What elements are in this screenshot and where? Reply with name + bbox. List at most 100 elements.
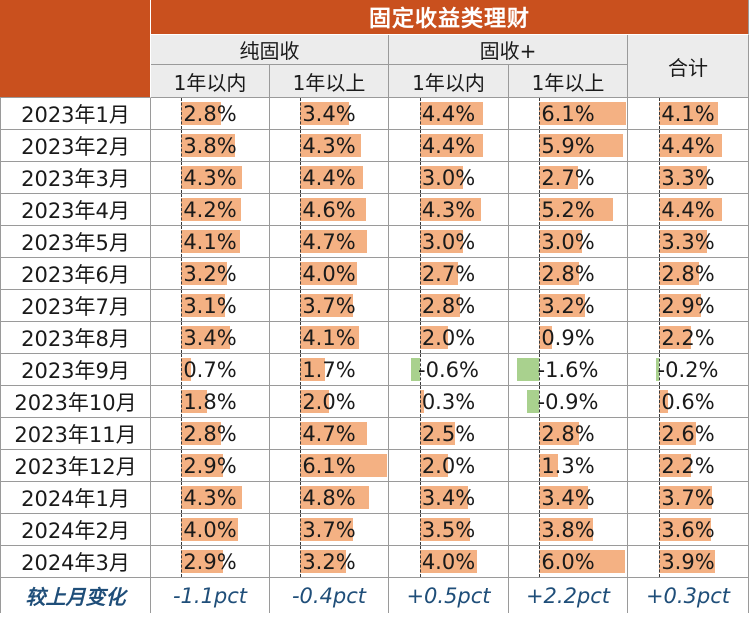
row-label: 2023年9月 [0,354,151,386]
cell-value: 5.2% [541,197,595,222]
positive-data-bar [539,550,625,573]
zero-axis-line [539,258,541,289]
table-cell: 4.4% [389,130,509,162]
cell-value: 2.7% [541,165,595,190]
zero-axis-line [300,226,302,257]
zero-axis-line [181,354,183,385]
zero-axis-line [658,226,660,257]
positive-data-bar [181,134,236,157]
zero-axis-line [419,162,421,193]
cell-value: 4.3% [183,165,237,190]
table-cell: 4.3% [151,162,270,194]
footer-change-value: -0.4pct [270,578,389,613]
positive-data-bar [300,230,368,253]
table-cell: 3.2% [151,258,270,290]
positive-data-bar [419,166,463,189]
table-cell: 3.0% [389,226,509,258]
table-cell: 2.2% [628,322,749,354]
table-cell: 5.2% [509,194,628,226]
row-label: 2023年11月 [0,418,151,450]
table-cell: 3.4% [389,482,509,514]
cell-value: 3.7% [302,517,356,542]
table-cell: 4.1% [628,98,749,130]
row-label: 2023年8月 [0,322,151,354]
cell-value: 2.8% [183,101,237,126]
table-cell: -0.2% [628,354,749,386]
zero-axis-line [181,162,183,193]
zero-axis-line [419,354,421,385]
table-cell: 2.0% [389,322,509,354]
cell-value: 3.2% [183,261,237,286]
cell-value: 4.1% [302,325,356,350]
table-cell: 3.6% [628,514,749,546]
column-header-pure-over-1y: 1年以上 [270,65,389,98]
table-cell: 4.4% [389,98,509,130]
cell-value: 4.4% [661,133,715,158]
positive-data-bar [181,550,223,573]
row-label: 2023年5月 [0,226,151,258]
cell-value: 2.6% [661,421,715,446]
cell-value: 3.7% [302,293,356,318]
positive-data-bar [419,102,483,125]
table-cell: 3.7% [270,290,389,322]
zero-axis-line [300,418,302,449]
zero-axis-line [539,514,541,545]
positive-data-bar [539,518,594,541]
table-cell: 1.3% [509,450,628,482]
table-cell: 3.4% [509,482,628,514]
table-cell: 3.3% [628,162,749,194]
footer-change-value: -1.1pct [151,578,270,613]
zero-axis-line [300,130,302,161]
zero-axis-line [419,194,421,225]
row-label: 2023年4月 [0,194,151,226]
zero-axis-line [300,386,302,417]
zero-axis-line [181,98,183,129]
row-label: 2023年6月 [0,258,151,290]
cell-value: 4.3% [302,133,356,158]
table-cell: 2.2% [628,450,749,482]
positive-data-bar [181,454,223,477]
table-cell: 3.8% [151,130,270,162]
positive-data-bar [181,102,222,125]
cell-value: 3.4% [421,485,476,510]
table-cell: 3.7% [270,514,389,546]
positive-data-bar [658,230,707,253]
table-cell: 3.1% [151,290,270,322]
positive-data-bar [419,262,459,285]
positive-data-bar [181,422,222,445]
table-cell: 4.0% [270,258,389,290]
positive-data-bar [181,358,192,381]
positive-data-bar [300,550,346,573]
positive-data-bar [300,326,359,349]
cell-value: -0.9% [537,389,599,414]
positive-data-bar [419,230,463,253]
row-label: 2023年1月 [0,98,151,130]
cell-value: 4.0% [183,517,237,542]
zero-axis-line [658,194,660,225]
negative-data-bar [516,358,540,381]
table-cell: 4.4% [628,194,749,226]
positive-data-bar [419,550,477,573]
positive-data-bar [539,134,624,157]
positive-data-bar [539,166,578,189]
zero-axis-line [419,130,421,161]
cell-value: 4.0% [421,549,476,574]
cell-value: 3.8% [541,517,595,542]
zero-axis-line [539,386,541,417]
table-cell: 3.5% [389,514,509,546]
cell-value: 5.9% [541,133,595,158]
positive-data-bar [658,422,697,445]
negative-data-bar [656,358,659,381]
zero-axis-line [181,386,183,417]
positive-data-bar [658,550,716,573]
cell-value: 0.3% [421,389,476,414]
positive-data-bar [658,390,668,413]
table-cell: 6.0% [509,546,628,578]
cell-value: 1.3% [541,453,595,478]
positive-data-bar [181,326,230,349]
column-header-total: 合计 [628,35,749,98]
table-cell: 2.0% [270,386,389,418]
cell-value: 4.7% [302,229,356,254]
table-cell: -0.6% [389,354,509,386]
cell-value: 2.8% [183,421,237,446]
